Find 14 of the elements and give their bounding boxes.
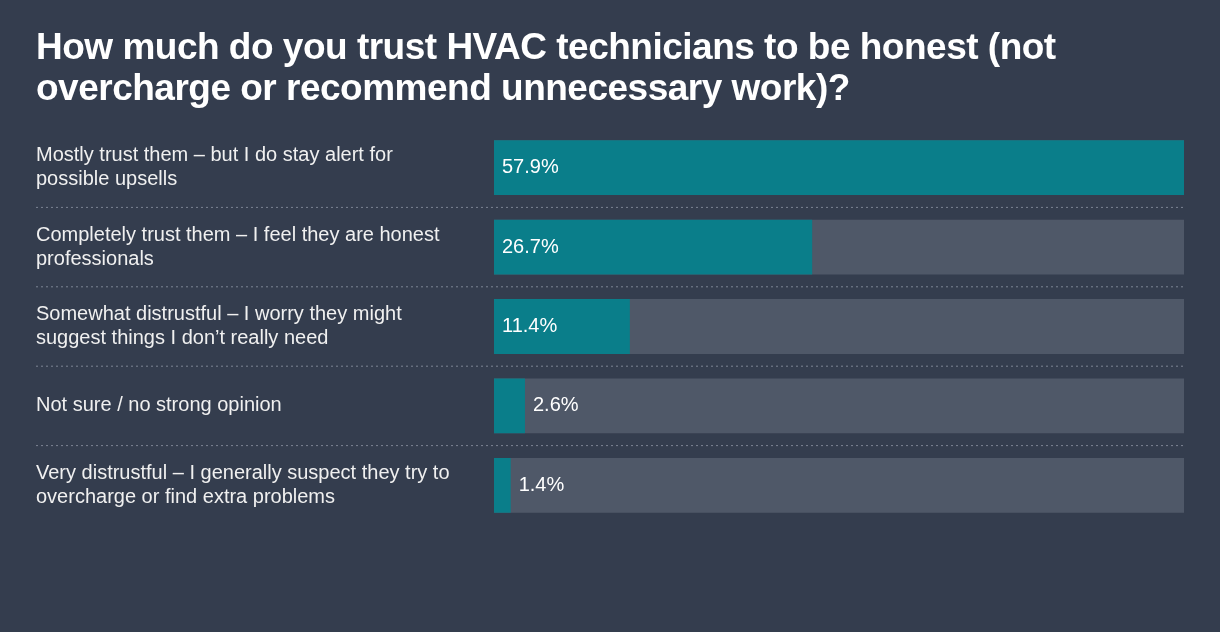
bar: [494, 299, 630, 354]
data-label: 57.9%: [502, 155, 559, 178]
chart-title: How much do you trust HVAC technicians to be honest (not overcharge or recommend unnecessary work)?: [36, 26, 1057, 108]
bar: [494, 457, 511, 513]
data-label: 1.4%: [518, 472, 565, 495]
y-tick-label: Very distrustful – I generally suspect they try to overcharge or find extra problems: [36, 460, 450, 507]
y-tick-label: Not sure / no strong opinion: [36, 393, 282, 416]
y-tick-label: Mostly trust them – but I do stay alert for possible upsells: [36, 143, 394, 190]
data-label: 26.7%: [502, 234, 559, 257]
bar: [494, 378, 525, 434]
data-label: 11.4%: [502, 314, 558, 337]
y-tick-label: Somewhat distrustful – I worry they might suggest things I don’t really need: [36, 302, 403, 349]
data-label: 2.6%: [532, 393, 579, 416]
y-tick-label: Completely trust them – I feel they are honest professionals: [36, 222, 440, 269]
